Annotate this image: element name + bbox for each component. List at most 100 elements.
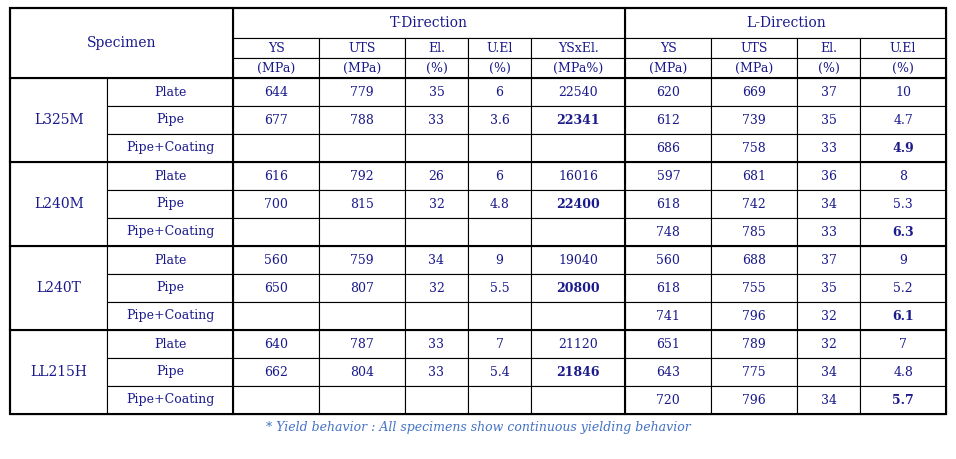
Bar [233, 58, 319, 78]
Text: 662: 662 [264, 365, 288, 379]
Bar [405, 218, 468, 246]
Bar [625, 190, 711, 218]
Bar [711, 58, 797, 78]
Text: 32: 32 [820, 337, 836, 351]
Text: 37: 37 [820, 253, 836, 267]
Bar [711, 190, 797, 218]
Text: 739: 739 [743, 113, 766, 127]
Bar [531, 162, 625, 190]
Bar [107, 218, 233, 246]
Text: YSxEl.: YSxEl. [557, 41, 598, 55]
Text: L240T: L240T [36, 281, 81, 295]
Bar [711, 302, 797, 330]
Text: 650: 650 [264, 281, 288, 295]
Bar [107, 358, 233, 386]
Bar [531, 78, 625, 106]
Bar [319, 78, 405, 106]
Text: (%): (%) [425, 62, 447, 74]
Text: 6: 6 [495, 85, 504, 99]
Text: 33: 33 [820, 225, 836, 239]
Text: 35: 35 [820, 281, 836, 295]
Text: U.El: U.El [487, 41, 512, 55]
Text: 22341: 22341 [556, 113, 600, 127]
Text: 6.3: 6.3 [892, 225, 914, 239]
Bar [797, 218, 860, 246]
Text: 16016: 16016 [558, 169, 598, 183]
Bar [319, 274, 405, 302]
Bar [797, 162, 860, 190]
Text: Pipe+Coating: Pipe+Coating [126, 393, 214, 407]
Bar [468, 190, 531, 218]
Text: (MPa): (MPa) [257, 62, 295, 74]
Bar [860, 106, 946, 134]
Bar [860, 134, 946, 162]
Bar [107, 274, 233, 302]
Text: 26: 26 [428, 169, 445, 183]
Text: 32: 32 [820, 309, 836, 323]
Bar [107, 162, 233, 190]
Text: 6: 6 [495, 169, 504, 183]
Bar [860, 386, 946, 414]
Bar [468, 330, 531, 358]
Bar [10, 8, 233, 78]
Bar [625, 78, 711, 106]
Text: 4.8: 4.8 [489, 197, 510, 211]
Bar [319, 162, 405, 190]
Bar [405, 358, 468, 386]
Text: YS: YS [660, 41, 677, 55]
Bar [531, 218, 625, 246]
Text: 612: 612 [657, 113, 681, 127]
Bar [625, 58, 711, 78]
Bar [233, 274, 319, 302]
Bar [233, 8, 625, 38]
Text: 9: 9 [900, 253, 907, 267]
Bar [797, 246, 860, 274]
Text: 796: 796 [743, 309, 766, 323]
Bar [10, 330, 107, 414]
Text: 5.5: 5.5 [489, 281, 510, 295]
Bar [468, 274, 531, 302]
Text: 33: 33 [428, 113, 445, 127]
Bar [625, 330, 711, 358]
Bar [797, 330, 860, 358]
Bar [625, 8, 946, 38]
Text: UTS: UTS [741, 41, 768, 55]
Bar [319, 58, 405, 78]
Bar [531, 358, 625, 386]
Bar [625, 358, 711, 386]
Bar [797, 274, 860, 302]
Bar [797, 106, 860, 134]
Bar [319, 38, 405, 58]
Bar [233, 358, 319, 386]
Text: 10: 10 [895, 85, 911, 99]
Text: 618: 618 [657, 281, 681, 295]
Text: L-Direction: L-Direction [746, 16, 826, 30]
Bar [711, 358, 797, 386]
Text: 5.2: 5.2 [893, 281, 913, 295]
Text: 32: 32 [428, 281, 445, 295]
Bar [319, 302, 405, 330]
Bar [797, 302, 860, 330]
Bar [10, 8, 946, 414]
Text: 34: 34 [428, 253, 445, 267]
Text: Pipe+Coating: Pipe+Coating [126, 309, 214, 323]
Bar [860, 246, 946, 274]
Bar [319, 134, 405, 162]
Bar [107, 190, 233, 218]
Bar [625, 106, 711, 134]
Bar [625, 134, 711, 162]
Text: 792: 792 [350, 169, 374, 183]
Text: 4.8: 4.8 [893, 365, 913, 379]
Text: Pipe+Coating: Pipe+Coating [126, 141, 214, 155]
Text: 37: 37 [820, 85, 836, 99]
Bar [711, 386, 797, 414]
Bar [405, 386, 468, 414]
Text: 787: 787 [350, 337, 374, 351]
Text: 33: 33 [820, 141, 836, 155]
Bar [233, 246, 319, 274]
Text: 759: 759 [350, 253, 374, 267]
Bar [711, 38, 797, 58]
Text: 700: 700 [264, 197, 288, 211]
Bar [468, 246, 531, 274]
Text: 669: 669 [742, 85, 766, 99]
